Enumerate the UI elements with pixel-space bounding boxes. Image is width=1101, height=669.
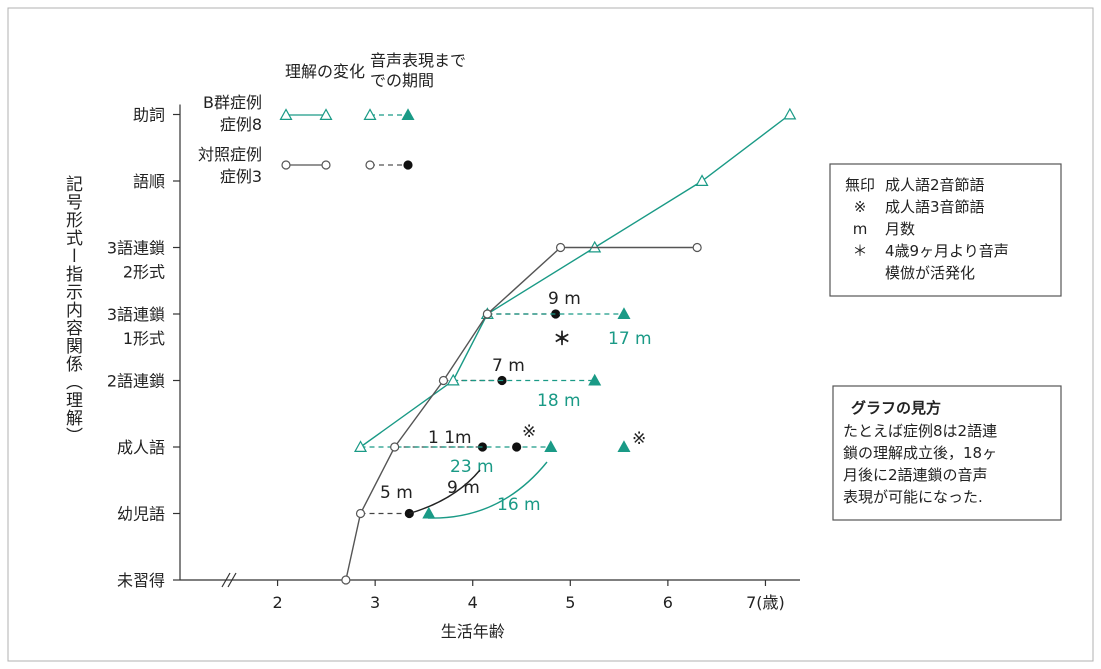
interval-label: 18 m [537,391,581,411]
series-point [695,174,709,186]
series-point [341,575,351,585]
series-point [438,375,449,386]
legend-marker [321,160,331,170]
x-tick-label: 6 [663,593,673,612]
explanation-line: 鎖の理解成立後，18ヶ [843,444,997,462]
series-line [360,113,791,448]
notes-symbol: ＊ [852,242,867,260]
extra-point-mark: ※ [632,429,646,449]
curved-interval-label: 16 m [497,495,541,515]
y-tick-label: 3語連鎖 [107,305,165,324]
legend-series-label: 症例8 [220,115,262,134]
explanation-title: グラフの見方 [851,399,941,417]
series-point [355,508,366,519]
series-point [482,309,492,319]
notes-text: 成人語3音節語 [885,198,985,216]
notes-symbol: m [853,220,868,238]
series-point [783,107,797,120]
y-tick-label: 1形式 [123,329,165,348]
notes-text: 模倣が活発化 [885,264,975,282]
onset-marker [544,440,558,452]
explanation-line: 表現が可能になった. [843,488,983,506]
legend-marker [363,108,377,121]
x-tick-label: 4 [468,593,478,612]
interval-label: 23 m [450,457,494,477]
notes-text: 月数 [885,220,915,238]
curved-interval-line [409,469,481,515]
series-point [353,440,368,452]
legend-header: 理解の変化 [285,62,365,81]
y-tick-label: 3語連鎖 [107,239,165,258]
legend-marker [403,160,413,170]
extra-point-mark: ※ [522,422,536,442]
legend-series-label: 対照症例 [198,145,262,164]
x-tick-label: 7(歳) [746,593,785,612]
curved-interval-line [427,461,548,519]
notes-box [829,163,1062,297]
legend-marker [319,108,333,121]
interval-label: 7 m [492,356,525,376]
explanation-line: 月後に2語連鎖の音声 [843,466,988,484]
notes-symbol: 無印 [845,176,875,194]
series-point [555,242,566,253]
y-tick-label: 幼児語 [117,505,165,524]
y-axis-label: 記号形式ー指示内容関係（理解） [62,175,83,445]
legend-series-label: B群症例 [203,93,262,112]
legend-series-label: 症例3 [220,167,262,186]
notes-symbol: ※ [854,198,867,216]
x-axis-break [221,572,237,588]
onset-marker [617,307,631,319]
series-point [390,442,400,452]
series-point [446,373,460,386]
extra-point [422,506,436,519]
y-tick-label: 未習得 [117,571,165,590]
y-tick-label: 2形式 [123,263,165,282]
figure-border [7,7,1094,662]
extra-point [512,442,522,452]
x-tick-label: 3 [370,593,380,612]
onset-marker [588,373,602,386]
legend-marker [365,160,375,170]
series-line [345,246,698,581]
notes-text: 4歳9ヶ月より音声 [885,242,1009,260]
extra-point [617,440,631,452]
legend-header: での期間 [370,71,434,90]
x-axis-label: 生活年齢 [441,622,505,641]
series-point [692,242,702,253]
y-tick-label: 語順 [133,172,165,191]
asterisk-mark: ＊ [553,329,571,350]
legend-header: 音声表現まで [370,51,466,70]
x-tick-label: 5 [565,593,575,612]
axis-break-slash [227,572,237,588]
interval-label: 1 1m [428,428,472,448]
explanation-box [832,385,1062,521]
curved-interval-label: 9 m [447,478,480,498]
interval-label: 17 m [608,329,652,349]
y-tick-label: 助詞 [133,106,165,125]
interval-label: 9 m [548,289,581,309]
legend-marker [281,160,291,170]
explanation-line: たとえば症例8は2語連 [843,422,997,440]
legend-marker [279,108,293,121]
interval-label: 5 m [380,483,413,503]
y-tick-label: 成人語 [117,438,165,457]
x-tick-label: 2 [272,593,282,612]
legend-marker [401,108,415,121]
notes-text: 成人語2音節語 [885,176,985,194]
y-tick-label: 2語連鎖 [107,372,165,391]
axis-break-slash [221,572,231,588]
